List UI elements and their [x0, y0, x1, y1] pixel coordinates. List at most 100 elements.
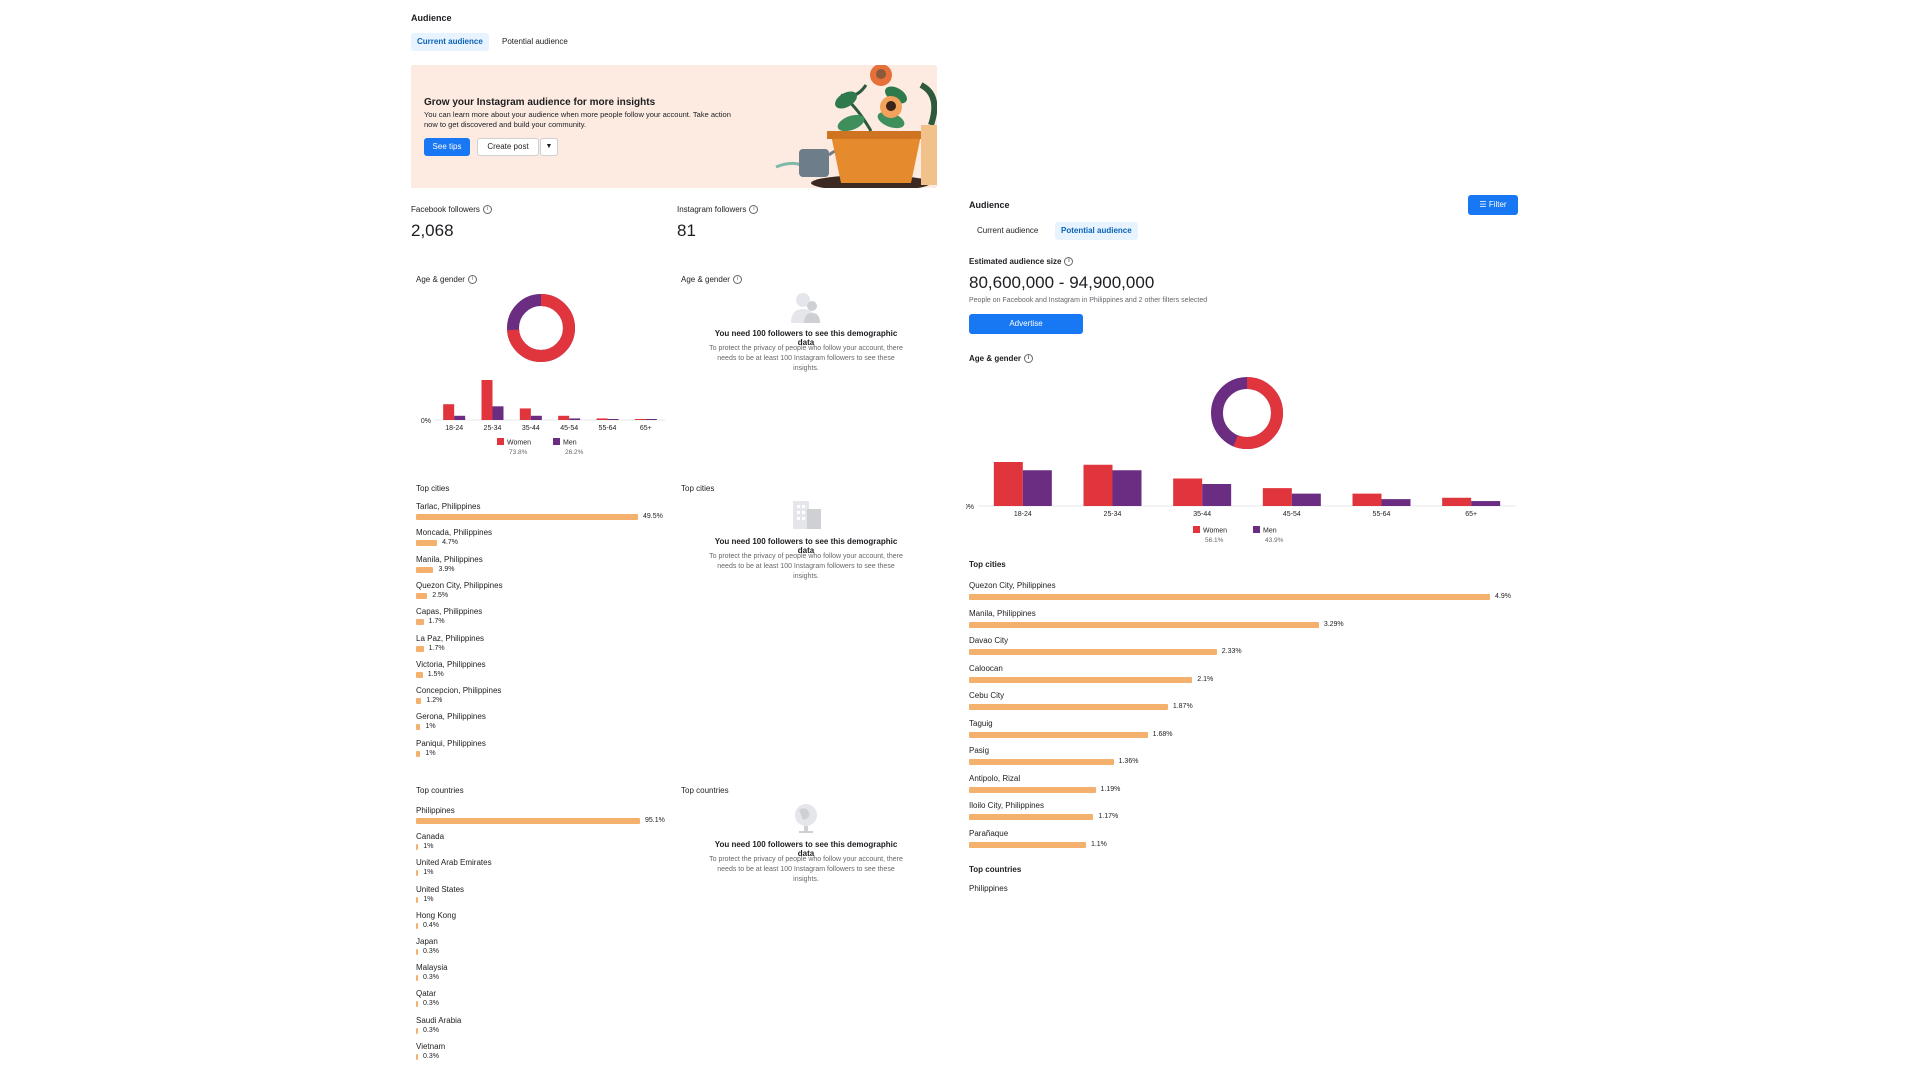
list-bar [969, 649, 1217, 655]
legend-swatch-men [1253, 526, 1260, 533]
list-bar [416, 1001, 418, 1008]
bar-women-65+ [1442, 497, 1472, 506]
right-age-gender-label: Age & gender i [969, 354, 1034, 364]
list-percent: 49.5% [643, 513, 663, 520]
list-item: Capas, Philippines [416, 607, 483, 617]
bar-men-18-24 [1022, 470, 1052, 506]
list-bar [969, 676, 1193, 683]
list-item: Caloocan [969, 663, 1003, 673]
legend-label: Women [507, 440, 531, 447]
list-percent: 1.1% [1090, 840, 1107, 848]
list-bar [416, 698, 422, 705]
info-icon[interactable]: i [1024, 354, 1034, 364]
estimated-size-desc: People on Facebook and Instagram in Phil… [969, 297, 1208, 304]
list-bar [969, 814, 1094, 820]
instagram-followers-label: Instagram followers i [677, 205, 759, 215]
list-percent: 1.2% [426, 697, 443, 705]
create-post-button[interactable]: Create post [477, 138, 539, 156]
list-item: Quezon City, Philippines [969, 581, 1056, 590]
plant-illustration [775, 65, 937, 188]
list-percent: 1% [425, 749, 436, 757]
instagram-followers-count: 81 [677, 221, 696, 240]
facebook-followers-label: Facebook followers i [411, 205, 492, 215]
tab-current-audience[interactable]: Current audience [977, 226, 1039, 235]
tick-label: 25-34 [1104, 511, 1122, 518]
list-percent: 3.29% [1323, 620, 1344, 628]
bar-men-25-34 [1112, 470, 1142, 506]
tab-potential-audience[interactable]: Potential audience [502, 37, 568, 46]
estimated-size-label: Estimated audience size i [969, 257, 1074, 267]
advertise-button[interactable]: Advertise [969, 314, 1083, 334]
info-icon[interactable]: i [732, 275, 742, 285]
tab-current-audience[interactable]: Current audience [411, 33, 489, 51]
right-top-cities-label: Top cities [969, 560, 1006, 569]
fb-top-cities-label: Top cities [416, 484, 450, 493]
list-percent: 4.7% [442, 539, 459, 547]
list-item: Davao City [969, 636, 1009, 645]
list-percent: 1.17% [1098, 813, 1119, 820]
list-item: Parañaque [969, 828, 1009, 838]
filter-button[interactable]: ☰ Filter [1468, 195, 1518, 215]
list-percent: 1% [425, 723, 436, 731]
list-percent: 1.7% [428, 644, 445, 652]
info-icon[interactable]: i [467, 275, 477, 285]
list-item: Pasig [969, 746, 990, 755]
legend-percent: 26.2% [565, 449, 584, 456]
list-item: Cebu City [969, 691, 1005, 700]
list-percent: 0.3% [423, 1052, 439, 1060]
people-placeholder-icon [791, 293, 820, 323]
list-item: Iloilo City, Philippines [969, 801, 1044, 810]
legend-swatch-women [1193, 526, 1200, 533]
tick-label: 35-44 [522, 425, 540, 432]
legend-percent: 56.1% [1205, 537, 1224, 544]
ig-age-empty-title: You need 100 followers to see this demog… [714, 329, 898, 347]
axis-zero-label: 0% [966, 504, 974, 511]
bar-women-35-44 [1173, 478, 1203, 506]
tick-label: 65+ [640, 425, 652, 432]
info-icon[interactable]: i [749, 205, 759, 215]
banner-description: You can learn more about your audience w… [424, 110, 731, 129]
fb-age-gender-chart: 0% 18-24 25-34 35-44 45-54 55-64 65+ Women 73.8%… [421, 294, 665, 456]
bar-women-65+ [634, 419, 646, 420]
list-item: Manila, Philippines [969, 608, 1036, 618]
bar-men-55-64 [607, 419, 619, 420]
ig-countries-empty-title: You need 100 followers to see this demog… [714, 840, 898, 858]
list-bar [969, 704, 1168, 710]
grow-instagram-banner: Grow your Instagram audience for more in… [411, 65, 937, 188]
list-bar [416, 724, 421, 731]
list-item: Japan [416, 937, 438, 946]
globe-placeholder-icon [795, 804, 817, 833]
list-item: Tarlac, Philippines [416, 502, 481, 511]
estimated-size-value: 80,600,000 - 94,900,000 [969, 273, 1155, 292]
tab-potential-audience[interactable]: Potential audience [1055, 222, 1138, 240]
list-bar [416, 619, 424, 626]
bar-women-45-54 [1262, 488, 1292, 506]
list-percent: 4.9% [1495, 593, 1511, 600]
tick-label: 55-64 [599, 425, 617, 432]
see-tips-button[interactable]: See tips [424, 138, 470, 156]
axis-zero-label: 0% [421, 418, 431, 425]
info-icon[interactable]: i [482, 205, 492, 215]
ig-top-countries-label: Top countries [681, 786, 729, 795]
list-bar [416, 514, 638, 520]
bar-women-55-64 [1352, 493, 1382, 506]
bar-women-18-24 [993, 462, 1023, 506]
tick-label: 18-24 [445, 425, 463, 432]
create-post-dropdown[interactable]: ▼ [540, 138, 558, 156]
list-item: Hong Kong [416, 910, 457, 920]
list-bar [969, 841, 1086, 848]
bar-women-25-34 [1083, 464, 1113, 506]
info-icon[interactable]: i [1064, 257, 1074, 267]
list-percent: 0.3% [423, 948, 439, 955]
ig-age-empty-desc: To protect the privacy of people who fol… [709, 345, 903, 372]
tick-label: 65+ [1465, 511, 1477, 518]
list-bar [416, 1053, 418, 1060]
list-item: Canada [416, 832, 445, 842]
list-item: Gerona, Philippines [416, 712, 486, 722]
bar-men-35-44 [530, 415, 542, 420]
legend-percent: 43.9% [1265, 537, 1284, 544]
list-bar [416, 566, 434, 573]
list-bar [416, 645, 424, 652]
list-bar [416, 592, 428, 599]
list-item: Paniqui, Philippines [416, 738, 486, 748]
